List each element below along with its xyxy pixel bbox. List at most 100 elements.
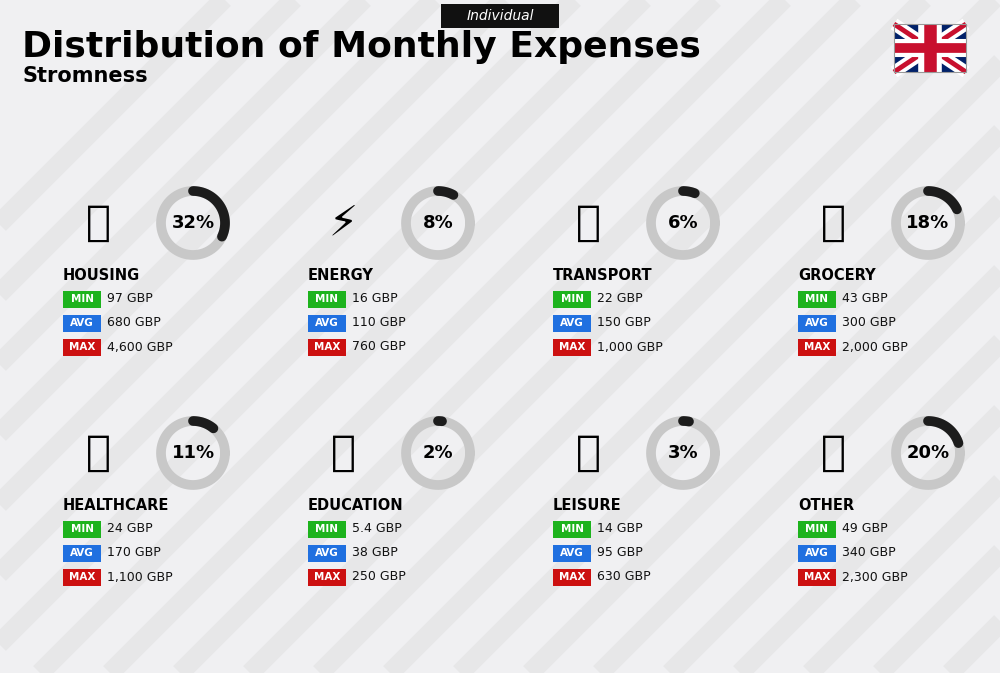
Text: Individual: Individual — [466, 9, 534, 23]
FancyBboxPatch shape — [553, 520, 591, 538]
Text: MIN: MIN — [70, 524, 94, 534]
Text: 43 GBP: 43 GBP — [842, 293, 888, 306]
Text: 20%: 20% — [906, 444, 950, 462]
Text: 🎓: 🎓 — [330, 432, 356, 474]
Text: AVG: AVG — [315, 548, 339, 558]
Text: Stromness: Stromness — [22, 66, 148, 86]
Text: 8%: 8% — [423, 214, 453, 232]
Text: 🏢: 🏢 — [86, 202, 110, 244]
Text: MAX: MAX — [804, 342, 830, 352]
Text: 1,000 GBP: 1,000 GBP — [597, 341, 663, 353]
Text: 🛒: 🛒 — [820, 202, 846, 244]
Text: 680 GBP: 680 GBP — [107, 316, 161, 330]
FancyBboxPatch shape — [308, 569, 346, 586]
Text: MIN: MIN — [806, 294, 828, 304]
Text: MIN: MIN — [316, 524, 338, 534]
Text: 6%: 6% — [668, 214, 698, 232]
Text: MIN: MIN — [560, 294, 584, 304]
FancyBboxPatch shape — [798, 544, 836, 561]
Text: 38 GBP: 38 GBP — [352, 546, 398, 559]
Text: 3%: 3% — [668, 444, 698, 462]
Text: 1,100 GBP: 1,100 GBP — [107, 571, 173, 583]
Text: Distribution of Monthly Expenses: Distribution of Monthly Expenses — [22, 30, 701, 64]
Text: AVG: AVG — [560, 318, 584, 328]
FancyBboxPatch shape — [308, 544, 346, 561]
Text: MAX: MAX — [314, 572, 340, 582]
Text: AVG: AVG — [315, 318, 339, 328]
Text: 2%: 2% — [423, 444, 453, 462]
FancyBboxPatch shape — [798, 569, 836, 586]
Text: 170 GBP: 170 GBP — [107, 546, 161, 559]
Text: 110 GBP: 110 GBP — [352, 316, 406, 330]
Text: MAX: MAX — [314, 342, 340, 352]
Text: MAX: MAX — [559, 572, 585, 582]
FancyBboxPatch shape — [63, 520, 101, 538]
Text: 💓: 💓 — [86, 432, 110, 474]
Text: MIN: MIN — [70, 294, 94, 304]
FancyBboxPatch shape — [308, 291, 346, 308]
FancyBboxPatch shape — [798, 314, 836, 332]
Text: MAX: MAX — [69, 342, 95, 352]
FancyBboxPatch shape — [553, 314, 591, 332]
Text: 95 GBP: 95 GBP — [597, 546, 643, 559]
FancyBboxPatch shape — [553, 291, 591, 308]
Text: AVG: AVG — [560, 548, 584, 558]
Text: 250 GBP: 250 GBP — [352, 571, 406, 583]
Text: 16 GBP: 16 GBP — [352, 293, 398, 306]
Text: ⚡: ⚡ — [328, 202, 358, 244]
Text: AVG: AVG — [805, 318, 829, 328]
Text: AVG: AVG — [805, 548, 829, 558]
Text: 32%: 32% — [171, 214, 215, 232]
Text: 4,600 GBP: 4,600 GBP — [107, 341, 173, 353]
Text: AVG: AVG — [70, 318, 94, 328]
Text: MIN: MIN — [806, 524, 828, 534]
Text: 2,300 GBP: 2,300 GBP — [842, 571, 908, 583]
FancyBboxPatch shape — [798, 291, 836, 308]
Text: 🛍️: 🛍️ — [576, 432, 600, 474]
Text: 14 GBP: 14 GBP — [597, 522, 643, 536]
Text: GROCERY: GROCERY — [798, 267, 876, 283]
Text: MAX: MAX — [804, 572, 830, 582]
Text: HEALTHCARE: HEALTHCARE — [63, 497, 169, 513]
Text: 300 GBP: 300 GBP — [842, 316, 896, 330]
Text: 5.4 GBP: 5.4 GBP — [352, 522, 402, 536]
Text: 18%: 18% — [906, 214, 950, 232]
Text: LEISURE: LEISURE — [553, 497, 622, 513]
Text: 760 GBP: 760 GBP — [352, 341, 406, 353]
Text: 150 GBP: 150 GBP — [597, 316, 651, 330]
Text: AVG: AVG — [70, 548, 94, 558]
Text: MAX: MAX — [69, 572, 95, 582]
Text: 340 GBP: 340 GBP — [842, 546, 896, 559]
Text: MIN: MIN — [316, 294, 338, 304]
Text: TRANSPORT: TRANSPORT — [553, 267, 653, 283]
FancyBboxPatch shape — [308, 520, 346, 538]
Text: 49 GBP: 49 GBP — [842, 522, 888, 536]
Text: 🚌: 🚌 — [576, 202, 600, 244]
FancyBboxPatch shape — [63, 314, 101, 332]
Text: 👛: 👛 — [820, 432, 846, 474]
FancyBboxPatch shape — [553, 569, 591, 586]
FancyBboxPatch shape — [308, 314, 346, 332]
Text: 97 GBP: 97 GBP — [107, 293, 153, 306]
FancyBboxPatch shape — [441, 4, 559, 28]
Text: OTHER: OTHER — [798, 497, 854, 513]
FancyBboxPatch shape — [63, 569, 101, 586]
Text: 2,000 GBP: 2,000 GBP — [842, 341, 908, 353]
Text: MAX: MAX — [559, 342, 585, 352]
Text: 22 GBP: 22 GBP — [597, 293, 643, 306]
FancyBboxPatch shape — [798, 520, 836, 538]
Text: 11%: 11% — [171, 444, 215, 462]
FancyBboxPatch shape — [553, 544, 591, 561]
Text: 630 GBP: 630 GBP — [597, 571, 651, 583]
Text: 24 GBP: 24 GBP — [107, 522, 153, 536]
Text: HOUSING: HOUSING — [63, 267, 140, 283]
Text: MIN: MIN — [560, 524, 584, 534]
FancyBboxPatch shape — [63, 544, 101, 561]
FancyBboxPatch shape — [894, 24, 966, 72]
FancyBboxPatch shape — [63, 339, 101, 355]
FancyBboxPatch shape — [553, 339, 591, 355]
FancyBboxPatch shape — [798, 339, 836, 355]
FancyBboxPatch shape — [308, 339, 346, 355]
FancyBboxPatch shape — [63, 291, 101, 308]
Text: ENERGY: ENERGY — [308, 267, 374, 283]
